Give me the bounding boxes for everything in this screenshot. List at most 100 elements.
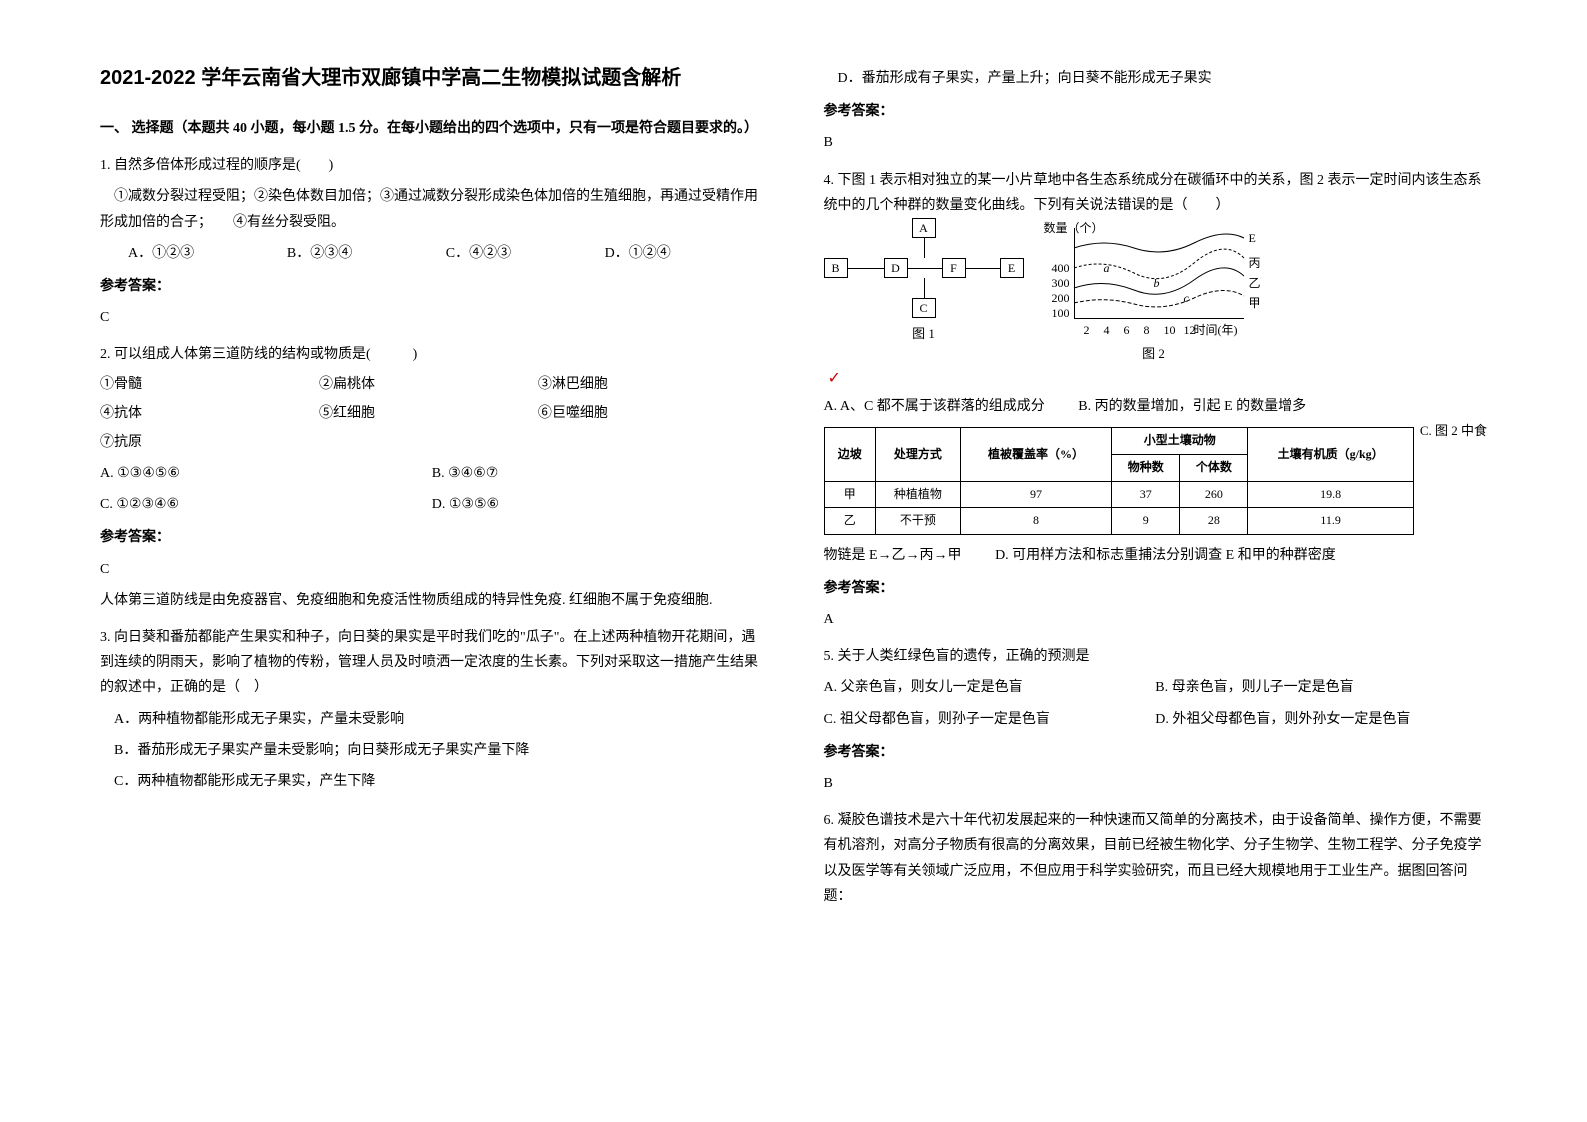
fig1-edge	[966, 268, 1000, 269]
q4-optB: B. 丙的数量增加，引起 E 的数量增多	[1078, 399, 1306, 414]
th: 植被覆盖率（%）	[960, 428, 1111, 481]
q5-opts-row2: C. 祖父母都色盲，则孙子一定是色盲 D. 外祖父母都色盲，则外孙女一定是色盲	[824, 707, 1488, 732]
section-header: 一、 选择题（本题共 40 小题，每小题 1.5 分。在每小题给出的四个选项中，…	[100, 116, 764, 141]
q2-i2: ②扁桃体	[319, 372, 538, 397]
question-1: 1. 自然多倍体形成过程的顺序是( ) ①减数分裂过程受阻；②染色体数目加倍；③…	[100, 153, 764, 330]
q4-diagrams: A B C D E F 图 1 数量（个）	[824, 218, 1488, 365]
q3-stem: 3. 向日葵和番茄都能产生果实和种子，向日葵的果实是平时我们吃的"瓜子"。在上述…	[100, 625, 764, 701]
q1-answer-label: 参考答案：	[100, 274, 764, 299]
td: 8	[960, 508, 1111, 535]
fig1-edge	[908, 268, 942, 269]
q5-answer-label: 参考答案：	[824, 740, 1488, 765]
left-column: 2021-2022 学年云南省大理市双廊镇中学高二生物模拟试题含解析 一、 选择…	[100, 60, 764, 1062]
q1-stem: 1. 自然多倍体形成过程的顺序是( )	[100, 153, 764, 178]
fig1-node-D: D	[884, 258, 908, 278]
q2-stem: 2. 可以组成人体第三道防线的结构或物质是( )	[100, 342, 764, 367]
q1-optA: A．①②③	[128, 241, 287, 266]
q2-items-row1: ①骨髓 ②扁桃体 ③淋巴细胞	[100, 372, 764, 397]
q3-optB: B．番茄形成无子果实产量未受影响；向日葵形成无子果实产量下降	[100, 738, 764, 763]
q2-optD: D. ①③⑤⑥	[432, 492, 764, 517]
td: 37	[1112, 481, 1180, 508]
q2-options-row1: A. ①③④⑤⑥ B. ③④⑥⑦	[100, 461, 764, 486]
q5-answer: B	[824, 771, 1488, 796]
exam-title: 2021-2022 学年云南省大理市双廊镇中学高二生物模拟试题含解析	[100, 60, 764, 96]
q4-opts-row1: A. A、C 都不属于该群落的组成成分 B. 丙的数量增加，引起 E 的数量增多	[824, 394, 1488, 419]
fig1-wrap: A B C D E F 图 1	[824, 218, 1024, 345]
figure-1: A B C D E F	[824, 218, 1024, 318]
check-icon: ✓	[828, 370, 841, 387]
q2-items-row2: ④抗体 ⑤红细胞 ⑥巨噬细胞	[100, 401, 764, 426]
fig1-edge	[924, 238, 925, 258]
q4-optA: A. A、C 都不属于该群落的组成成分	[824, 399, 1045, 414]
q5-stem: 5. 关于人类红绿色盲的遗传，正确的预测是	[824, 644, 1488, 669]
fig2-caption: 图 2	[1142, 342, 1165, 365]
q5-opts-row1: A. 父亲色盲，则女儿一定是色盲 B. 母亲色盲，则儿子一定是色盲	[824, 675, 1488, 700]
fig1-node-C: C	[912, 298, 936, 318]
q2-explain: 人体第三道防线是由免疫器官、免疫细胞和免疫活性物质组成的特异性免疫. 红细胞不属…	[100, 588, 764, 613]
fig1-edge	[848, 268, 884, 269]
q4-table-row: 边坡 处理方式 植被覆盖率（%） 小型土壤动物 土壤有机质（g/kg） 物种数 …	[824, 419, 1488, 542]
td: 11.9	[1248, 508, 1413, 535]
question-4: 4. 下图 1 表示相对独立的某一小片草地中各生态系统成分在碳循环中的关系，图 …	[824, 168, 1488, 633]
table-row: 乙 不干预 8 9 28 11.9	[824, 508, 1413, 535]
q2-i6: ⑥巨噬细胞	[538, 401, 757, 426]
right-column: D．番茄形成有子果实，产量上升；向日葵不能形成无子果实 参考答案： B 4. 下…	[824, 60, 1488, 1062]
q2-items-row3: ⑦抗原	[100, 430, 764, 455]
td: 乙	[824, 508, 875, 535]
fig2-wrap: 数量（个） 时间(年) 100 200 300 400 2 4 6 8 10 1…	[1044, 218, 1264, 365]
table-row: 甲 种植植物 97 37 260 19.8	[824, 481, 1413, 508]
q3-answer-label: 参考答案：	[824, 99, 1488, 124]
td: 不干预	[875, 508, 960, 535]
td: 260	[1180, 481, 1248, 508]
fig1-node-E: E	[1000, 258, 1024, 278]
q1-optD: D．①②④	[605, 241, 764, 266]
fig1-caption: 图 1	[912, 322, 935, 345]
q3-optC: C．两种植物都能形成无子果实，产生下降	[100, 769, 764, 794]
q2-optA: A. ①③④⑤⑥	[100, 461, 432, 486]
td: 19.8	[1248, 481, 1413, 508]
q4-optD: D. 可用样方法和标志重捕法分别调查 E 和甲的种群密度	[995, 548, 1336, 563]
q4-answer: A	[824, 607, 1488, 632]
q2-i5: ⑤红细胞	[319, 401, 538, 426]
q4-opts-row2: 物链是 E→乙→丙→甲 D. 可用样方法和标志重捕法分别调查 E 和甲的种群密度	[824, 543, 1488, 568]
th: 土壤有机质（g/kg）	[1248, 428, 1413, 481]
q1-optB: B．②③④	[287, 241, 446, 266]
td: 种植植物	[875, 481, 960, 508]
q6-stem: 6. 凝胶色谱技术是六十年代初发展起来的一种快速而又简单的分离技术，由于设备简单…	[824, 808, 1488, 909]
q2-answer-label: 参考答案：	[100, 525, 764, 550]
fig1-node-A: A	[912, 218, 936, 238]
q1-options: A．①②③ B．②③④ C．④②③ D．①②④	[100, 241, 764, 266]
q1-answer: C	[100, 305, 764, 330]
q2-optC: C. ①②③④⑥	[100, 492, 432, 517]
q4-stem: 4. 下图 1 表示相对独立的某一小片草地中各生态系统成分在碳循环中的关系，图 …	[824, 168, 1488, 218]
fig1-node-F: F	[942, 258, 966, 278]
td: 28	[1180, 508, 1248, 535]
q2-optB: B. ③④⑥⑦	[432, 461, 764, 486]
q5-optB: B. 母亲色盲，则儿子一定是色盲	[1155, 675, 1487, 700]
q3-answer: B	[824, 130, 1488, 155]
q2-answer: C	[100, 557, 764, 582]
fig1-edge	[924, 278, 925, 298]
question-5: 5. 关于人类红绿色盲的遗传，正确的预测是 A. 父亲色盲，则女儿一定是色盲 B…	[824, 644, 1488, 796]
q2-i3: ③淋巴细胞	[538, 372, 757, 397]
fig1-node-B: B	[824, 258, 848, 278]
td: 9	[1112, 508, 1180, 535]
q5-optA: A. 父亲色盲，则女儿一定是色盲	[824, 675, 1156, 700]
q4-answer-label: 参考答案：	[824, 576, 1488, 601]
q3-optA: A．两种植物都能形成无子果实，产量未受影响	[100, 707, 764, 732]
figure-2: 数量（个） 时间(年) 100 200 300 400 2 4 6 8 10 1…	[1044, 218, 1264, 338]
q5-optD: D. 外祖父母都色盲，则外孙女一定是色盲	[1155, 707, 1487, 732]
q2-i7: ⑦抗原	[100, 430, 319, 455]
q4-optC-prefix: C. 图 2 中食	[1420, 419, 1487, 442]
table-row: 边坡 处理方式 植被覆盖率（%） 小型土壤动物 土壤有机质（g/kg）	[824, 428, 1413, 455]
th: 物种数	[1112, 454, 1180, 481]
q3-optD: D．番茄形成有子果实，产量上升；向日葵不能形成无子果实	[824, 66, 1488, 91]
th: 小型土壤动物	[1112, 428, 1248, 455]
q2-i4: ④抗体	[100, 401, 319, 426]
q4-data-table: 边坡 处理方式 植被覆盖率（%） 小型土壤动物 土壤有机质（g/kg） 物种数 …	[824, 427, 1414, 534]
th: 边坡	[824, 428, 875, 481]
question-2: 2. 可以组成人体第三道防线的结构或物质是( ) ①骨髓 ②扁桃体 ③淋巴细胞 …	[100, 342, 764, 613]
q1-body: ①减数分裂过程受阻；②染色体数目加倍；③通过减数分裂形成染色体加倍的生殖细胞，再…	[100, 184, 764, 234]
td: 97	[960, 481, 1111, 508]
q1-optC: C．④②③	[446, 241, 605, 266]
